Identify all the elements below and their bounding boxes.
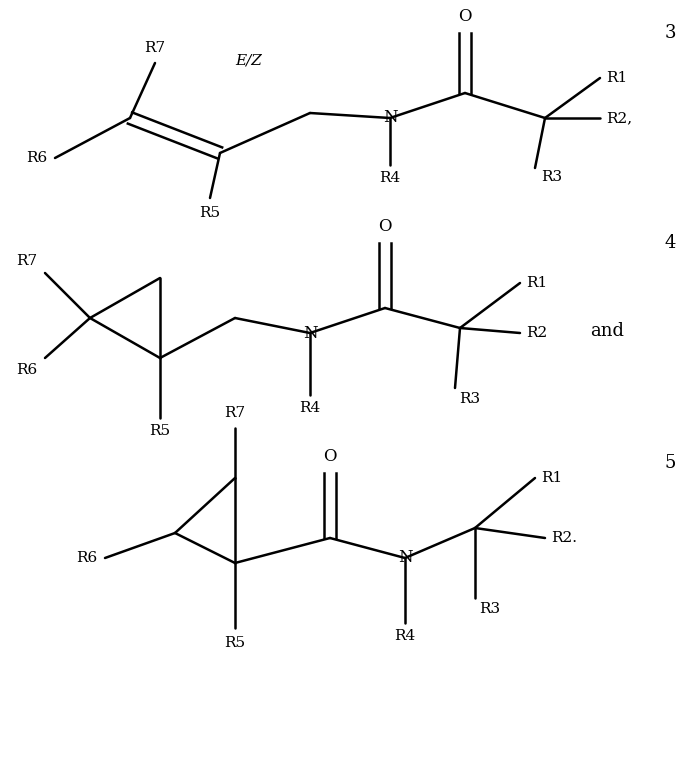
Text: R2.: R2. [551,531,577,545]
Text: R4: R4 [380,171,401,185]
Text: O: O [378,218,391,235]
Text: R1: R1 [606,71,627,85]
Text: 3: 3 [664,24,676,42]
Text: R4: R4 [299,401,321,415]
Text: O: O [323,448,337,465]
Text: R5: R5 [199,206,221,220]
Text: R3: R3 [459,392,480,406]
Text: R1: R1 [541,471,562,485]
Text: R7: R7 [145,41,166,55]
Text: O: O [459,8,472,25]
Text: R5: R5 [224,636,245,650]
Text: R2,: R2, [606,111,632,125]
Text: R2: R2 [526,326,547,340]
Text: R6: R6 [16,363,37,377]
Text: R3: R3 [479,602,500,616]
Text: R3: R3 [541,170,562,184]
Text: R4: R4 [394,629,416,643]
Text: 4: 4 [664,234,676,252]
Text: R1: R1 [526,276,547,290]
Text: R5: R5 [150,424,171,438]
Text: R6: R6 [26,151,47,165]
Text: 5: 5 [664,454,676,472]
Text: N: N [303,325,317,342]
Text: and: and [590,322,624,340]
Text: R7: R7 [16,254,37,268]
Text: N: N [382,110,397,127]
Text: R7: R7 [224,406,245,420]
Text: R6: R6 [75,551,97,565]
Text: N: N [398,550,412,567]
Text: E/Z: E/Z [235,54,262,68]
